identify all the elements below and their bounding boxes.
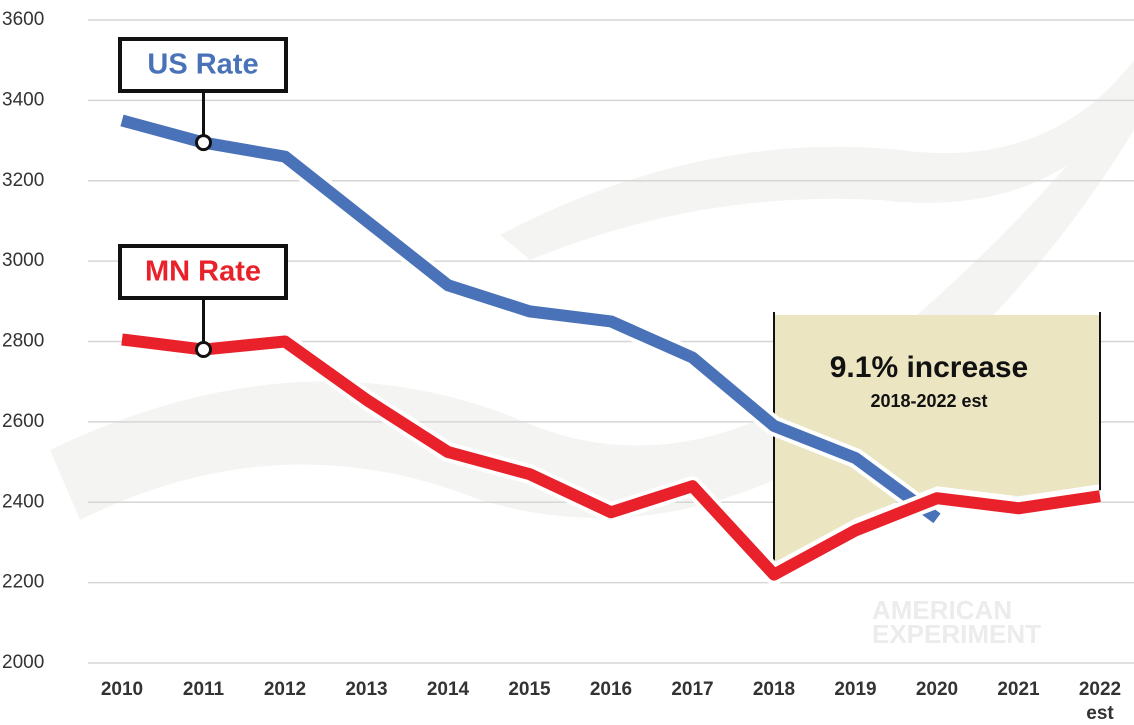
x-tick-label: 2016 bbox=[590, 679, 632, 700]
legend-label: MN Rate bbox=[145, 256, 261, 288]
x-tick-label: 2012 bbox=[264, 679, 306, 700]
callout-dot bbox=[197, 136, 211, 150]
y-tick-label: 2400 bbox=[2, 491, 44, 512]
x-tick-label: 2017 bbox=[671, 679, 713, 700]
x-tick-label: 2020 bbox=[916, 679, 958, 700]
y-tick-label: 3200 bbox=[2, 170, 44, 191]
y-tick-label: 2200 bbox=[2, 572, 44, 593]
x-tick-label: 2014 bbox=[427, 679, 470, 700]
annotation-title: 9.1% increase bbox=[830, 351, 1028, 384]
y-tick-label: 2000 bbox=[2, 652, 44, 673]
x-tick-label: 2021 bbox=[997, 679, 1040, 700]
y-tick-label: 2800 bbox=[2, 331, 44, 352]
x-tick-label: 2010 bbox=[101, 679, 143, 700]
x-tick-label: 2019 bbox=[834, 679, 876, 700]
y-tick-label: 2600 bbox=[2, 411, 44, 432]
y-tick-label: 3600 bbox=[2, 9, 44, 30]
x-tick-label: 2015 bbox=[508, 679, 551, 700]
y-tick-label: 3000 bbox=[2, 250, 44, 271]
legend-label: US Rate bbox=[147, 49, 258, 81]
annotation-subtitle: 2018-2022 est bbox=[870, 391, 987, 411]
x-tick-label: 2018 bbox=[753, 679, 795, 700]
x-tick-label: 2013 bbox=[345, 679, 387, 700]
watermark: EXPERIMENT bbox=[872, 619, 1041, 649]
x-tick-label: 2011 bbox=[183, 679, 225, 700]
y-tick-label: 3400 bbox=[2, 89, 44, 110]
callout-dot bbox=[197, 343, 211, 357]
chart: AMERICANEXPERIMENT2000220024002600280030… bbox=[0, 0, 1134, 725]
